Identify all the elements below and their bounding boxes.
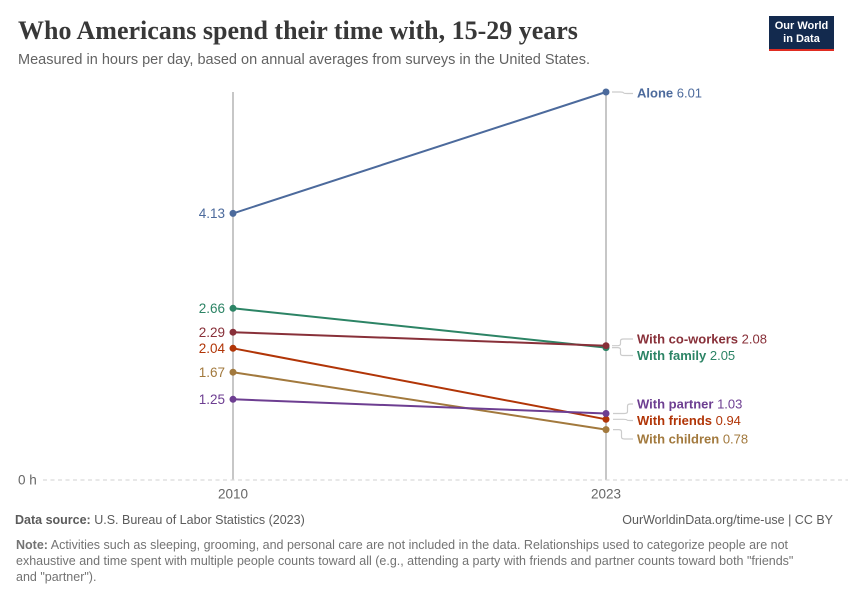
svg-text:2.29: 2.29 (199, 325, 225, 340)
svg-text:With friends 0.94: With friends 0.94 (637, 413, 741, 428)
svg-text:With children 0.78: With children 0.78 (637, 432, 748, 447)
svg-text:0 h: 0 h (18, 473, 37, 488)
svg-text:2023: 2023 (591, 487, 621, 502)
svg-text:1.25: 1.25 (199, 392, 225, 407)
svg-text:With partner 1.03: With partner 1.03 (637, 397, 742, 412)
svg-text:2010: 2010 (218, 487, 248, 502)
svg-text:Alone 6.01: Alone 6.01 (637, 86, 702, 101)
svg-text:2.66: 2.66 (199, 301, 225, 316)
svg-text:1.67: 1.67 (199, 365, 225, 380)
svg-text:2.04: 2.04 (199, 341, 226, 356)
svg-text:4.13: 4.13 (199, 206, 225, 221)
svg-text:With co-workers 2.08: With co-workers 2.08 (637, 332, 767, 347)
svg-text:With family 2.05: With family 2.05 (637, 348, 735, 363)
